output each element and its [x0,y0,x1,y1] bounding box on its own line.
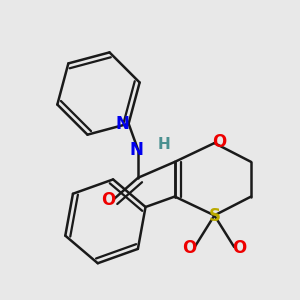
Text: O: O [213,133,227,151]
Text: N: N [130,141,144,159]
Text: H: H [158,137,170,152]
Text: N: N [115,115,129,133]
Text: O: O [101,190,115,208]
Text: O: O [232,239,247,257]
Text: S: S [208,207,220,225]
Text: O: O [182,239,196,257]
